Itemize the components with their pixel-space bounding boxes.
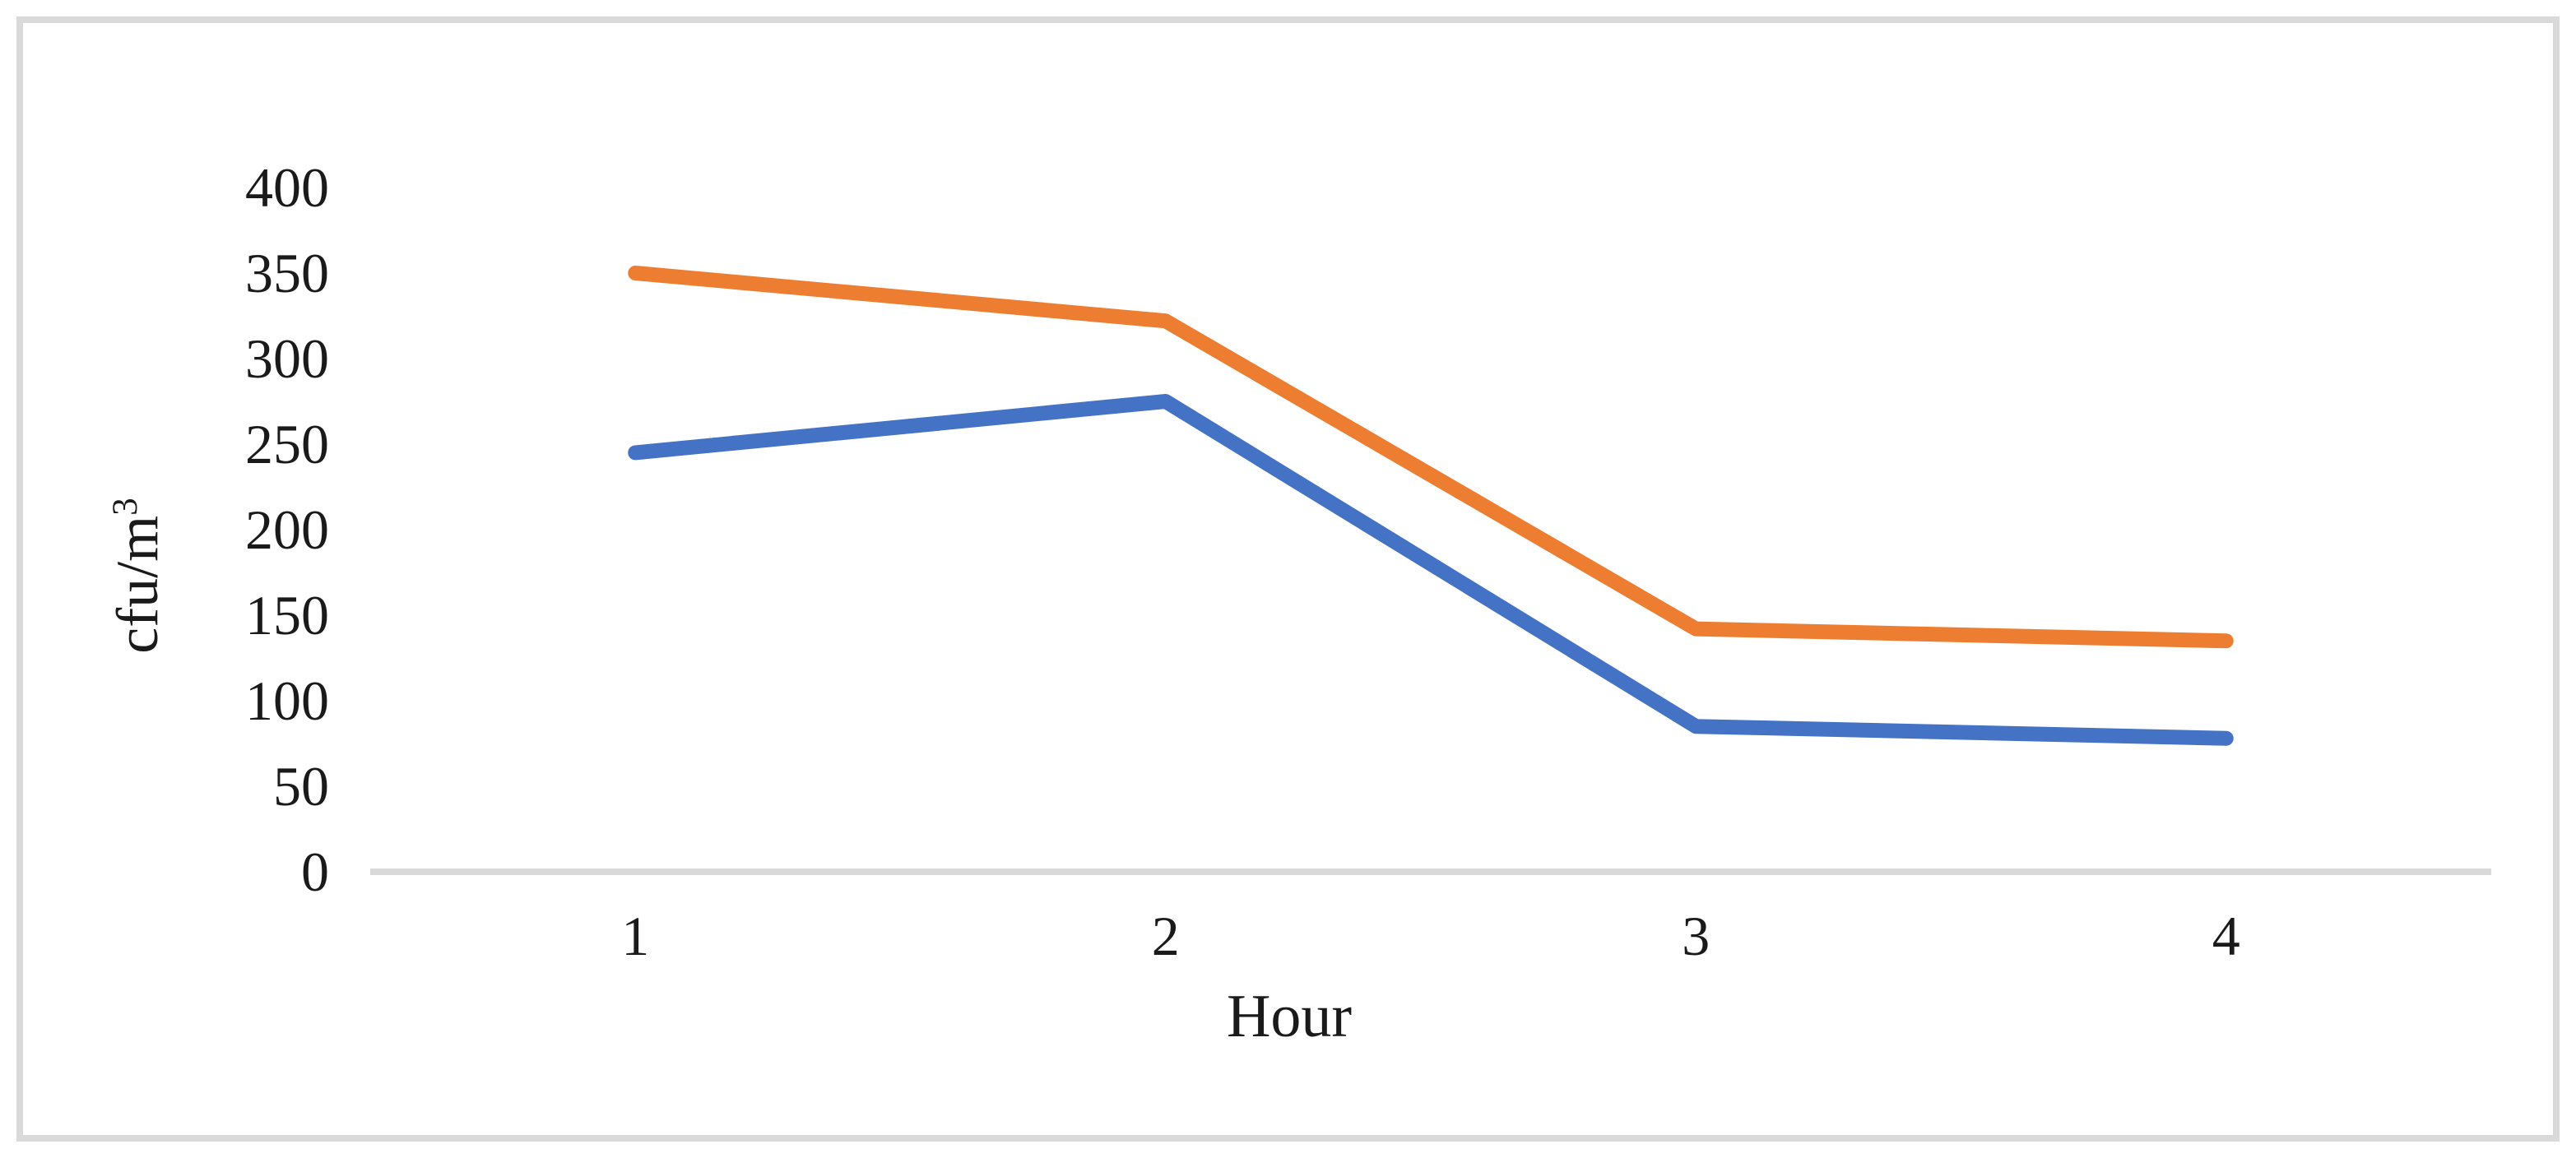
y-tick-label: 150 [245,584,329,646]
y-tick-label: 200 [245,498,329,561]
x-tick-label: 3 [1682,905,1710,967]
x-tick-label: 2 [1151,905,1180,967]
series-line-orange-series [628,266,2234,649]
x-axis-line [370,868,2491,875]
y-tick-label: 100 [245,669,329,732]
x-tick-label: 4 [2212,905,2240,967]
series-line-blue-series [628,394,2234,746]
x-axis-title: Hour [1226,983,1353,1050]
y-axis-title-superscript: 3 [106,498,145,516]
y-tick-label: 300 [245,327,329,390]
y-tick-label: 400 [245,156,329,219]
y-tick-label: 0 [301,841,329,903]
y-axis-title-text: cfu/m [104,515,170,654]
y-tick-label: 350 [245,242,329,304]
y-tick-label: 250 [245,413,329,475]
y-tick-label: 50 [273,755,329,818]
y-axis-title: cfu/m3 [95,498,170,654]
x-tick-label: 1 [621,905,650,967]
